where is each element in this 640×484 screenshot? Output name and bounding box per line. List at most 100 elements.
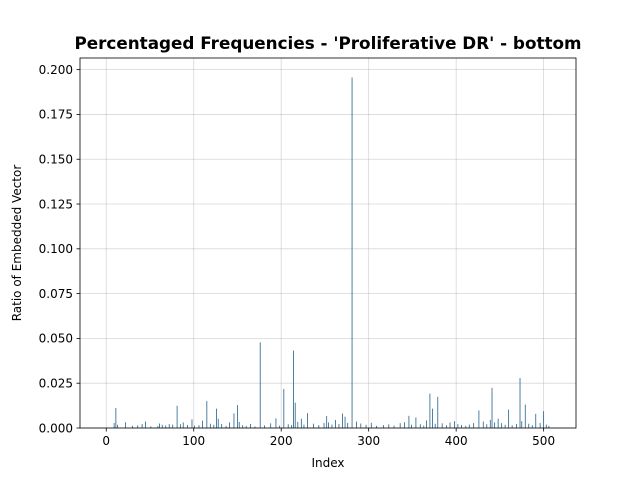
data-bar [176, 405, 178, 428]
data-bar [411, 424, 412, 428]
y-tick-label: 0.100 [39, 242, 73, 256]
data-bar [441, 423, 443, 428]
data-bar [291, 424, 293, 428]
plot-area-frame [79, 57, 577, 429]
plot-area-background [80, 58, 576, 428]
data-bar [519, 378, 521, 428]
data-bar [399, 423, 401, 428]
data-bar [161, 424, 163, 428]
data-bar [351, 77, 353, 428]
data-bar [478, 410, 480, 428]
data-bar [360, 423, 362, 428]
data-bar [117, 424, 119, 428]
data-bar [494, 422, 496, 428]
data-bar [191, 419, 193, 428]
data-bar [303, 424, 305, 428]
y-tick-label: 0.000 [39, 421, 73, 435]
data-bar [125, 422, 126, 428]
data-bar [172, 424, 174, 428]
data-bar [238, 421, 240, 428]
data-bar [454, 421, 455, 428]
data-bar [539, 422, 541, 428]
x-axis-label: Index [311, 456, 344, 470]
data-bar [434, 423, 436, 428]
data-bar [318, 425, 320, 428]
data-bar [216, 408, 217, 428]
data-bar [270, 423, 272, 428]
data-bar [531, 425, 533, 428]
data-bar [198, 425, 200, 428]
data-bar [344, 416, 346, 428]
data-bar [233, 413, 235, 428]
data-bars [113, 77, 550, 428]
data-bar [157, 426, 159, 428]
data-bar [209, 423, 211, 428]
data-bar [206, 400, 208, 428]
data-bar [356, 421, 357, 428]
data-bar [429, 393, 431, 428]
data-bar [237, 405, 238, 428]
data-bar [508, 409, 510, 428]
data-bar [548, 425, 550, 428]
data-bar [217, 418, 219, 428]
axis-ticks: 0 100 200 300 400 500 0.000 0.025 0.050 0.075 0.10… [39, 63, 555, 448]
y-tick-label: 0.175 [39, 108, 73, 122]
data-bar [202, 420, 203, 428]
data-bar [242, 425, 244, 428]
x-tick-label: 300 [357, 434, 380, 448]
data-bar [297, 421, 299, 428]
data-bar [497, 418, 499, 428]
data-bar [468, 424, 470, 428]
y-tick-label: 0.125 [39, 197, 73, 211]
y-tick-label: 0.150 [39, 153, 73, 167]
data-bar [180, 424, 181, 428]
data-bar [115, 407, 117, 428]
data-bar [259, 342, 261, 428]
data-bar [300, 418, 302, 428]
data-bar [283, 388, 285, 428]
data-bar [528, 423, 530, 428]
y-axis-label: Ratio of Embedded Vector [10, 165, 24, 322]
y-tick-label: 0.075 [39, 287, 73, 301]
data-bar [293, 350, 294, 428]
data-bar [287, 424, 289, 428]
data-bar [182, 422, 184, 428]
data-bar [338, 424, 340, 428]
data-bar [159, 423, 160, 428]
data-bar [521, 421, 523, 428]
data-bar [419, 424, 421, 428]
data-bar [145, 421, 147, 428]
data-bar [141, 424, 143, 428]
data-bar [535, 413, 537, 428]
data-bar [432, 408, 433, 428]
data-bar [461, 424, 462, 428]
data-bar [473, 422, 475, 428]
data-bar [446, 425, 447, 428]
data-bar [254, 426, 256, 428]
data-bar [328, 422, 329, 428]
data-bar [486, 424, 488, 428]
data-bar [132, 425, 133, 428]
data-bar [545, 424, 547, 428]
data-bar [388, 424, 390, 428]
data-bar [516, 424, 517, 428]
x-tick-label: 100 [182, 434, 205, 448]
data-bar [275, 418, 277, 428]
x-tick-label: 200 [270, 434, 293, 448]
data-bar [491, 387, 493, 428]
data-bar [307, 413, 308, 428]
data-bar [213, 424, 215, 428]
data-bar [313, 423, 314, 428]
data-bar [194, 425, 195, 428]
data-bar [279, 425, 280, 428]
data-bar [250, 423, 251, 428]
data-bar [323, 422, 325, 428]
x-tick-label: 500 [532, 434, 555, 448]
data-bar [165, 425, 167, 428]
data-bar [408, 415, 410, 428]
data-bar [457, 424, 459, 428]
data-bar [342, 413, 343, 428]
data-bar [294, 402, 296, 428]
